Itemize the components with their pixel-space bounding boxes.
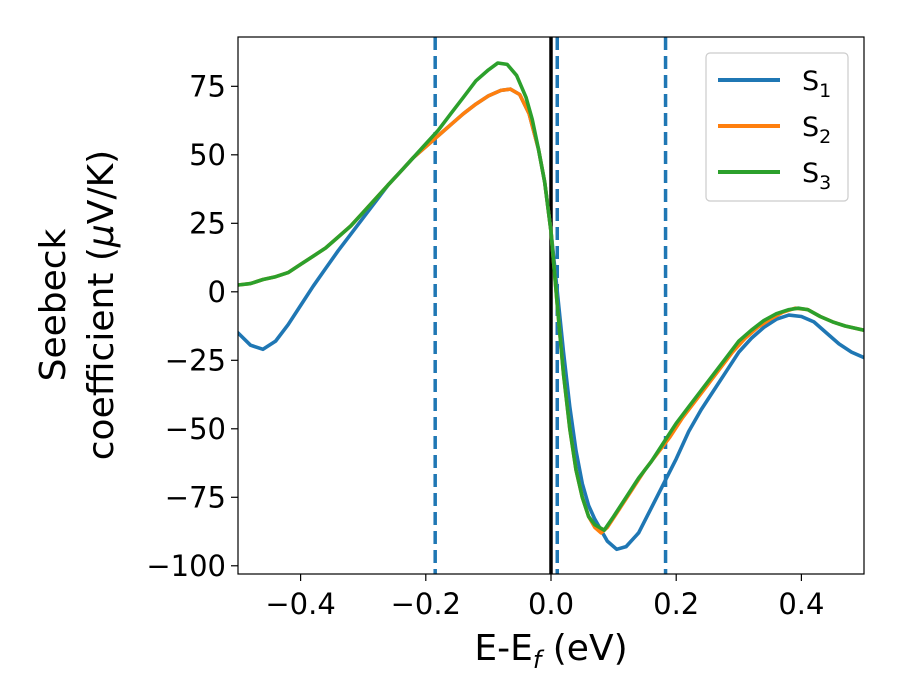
- legend-label-s3: S3: [802, 158, 831, 194]
- legend-label-s2: S2: [802, 112, 831, 148]
- y-tick-label: −25: [165, 343, 226, 377]
- series-line-s3: [238, 61, 864, 532]
- x-tick-label: −0.2: [391, 587, 461, 621]
- y-tick-label: −50: [165, 412, 226, 446]
- y-tick-label: 0: [208, 275, 226, 309]
- y-tick-label: 25: [189, 206, 226, 240]
- y-axis-label-line1: Seebeck: [33, 228, 74, 381]
- x-tick-label: 0.4: [778, 587, 824, 621]
- y-tick-label: −75: [165, 480, 226, 514]
- y-tick-label: 50: [189, 138, 226, 172]
- x-tick-label: −0.4: [265, 587, 335, 621]
- x-axis-label: E-Ef (eV): [474, 628, 627, 674]
- legend-label-s1: S1: [802, 66, 831, 102]
- x-tick-label: 0.0: [528, 587, 574, 621]
- y-tick-label: −100: [146, 549, 226, 583]
- legend: S1 S2 S3: [705, 52, 849, 202]
- series-lines: [238, 61, 864, 552]
- y-axis-label-line2: coefficient (μV/K): [81, 150, 122, 460]
- y-tick-label: 75: [189, 69, 226, 103]
- axes: −0.4 −0.2 0.0 0.2 0.4 −100 −75 −50 −25 0 25 50 75 E-E…: [33, 36, 865, 674]
- x-tick-label: 0.2: [653, 587, 699, 621]
